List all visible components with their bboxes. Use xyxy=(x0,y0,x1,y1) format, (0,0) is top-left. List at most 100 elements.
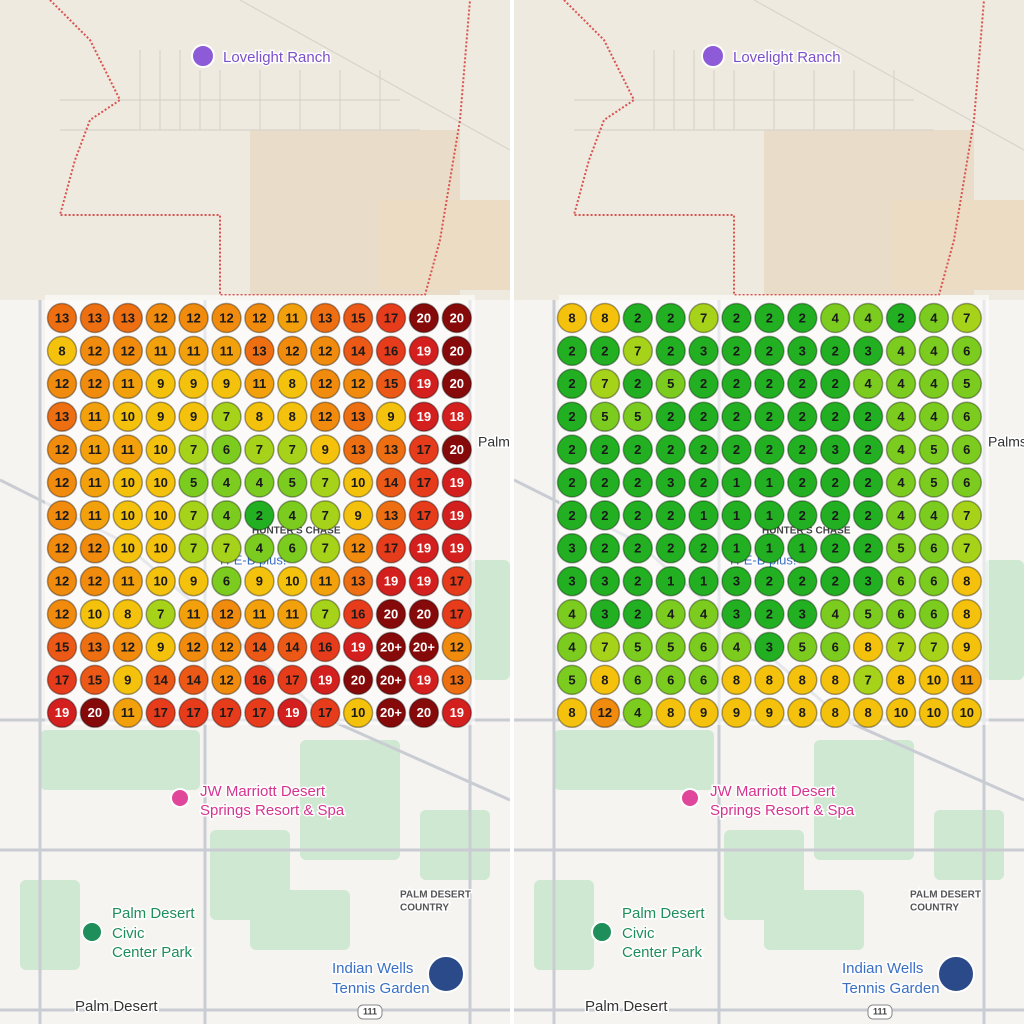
rank-marker xyxy=(787,335,818,367)
rank-marker xyxy=(342,302,374,334)
rank-marker xyxy=(46,598,78,630)
rank-marker xyxy=(244,697,275,729)
rank-label: 3 xyxy=(700,343,707,358)
rank-marker xyxy=(145,467,176,498)
rank-marker xyxy=(178,664,209,696)
rank-marker xyxy=(589,533,621,564)
rank-marker xyxy=(441,434,473,465)
rank-label: 2 xyxy=(568,343,575,358)
rank-label: 13 xyxy=(450,672,464,687)
rank-label: 14 xyxy=(153,672,168,687)
route-shield xyxy=(867,1004,893,1020)
rank-marker xyxy=(819,500,851,531)
rank-marker xyxy=(885,697,917,729)
rank-label: 8 xyxy=(568,310,575,325)
rank-label: 16 xyxy=(318,639,332,654)
rank-marker xyxy=(145,401,176,432)
rank-marker xyxy=(754,302,785,334)
rank-label: 2 xyxy=(897,310,904,325)
rank-label: 17 xyxy=(417,442,431,457)
rank-marker xyxy=(309,565,341,597)
rank-label: 13 xyxy=(318,310,332,325)
rank-marker xyxy=(178,467,209,498)
rank-label: 3 xyxy=(568,541,575,556)
rank-label: 8 xyxy=(963,574,970,589)
rank-marker xyxy=(819,368,851,400)
rank-marker xyxy=(589,401,621,432)
rank-marker xyxy=(951,631,983,663)
rank-marker xyxy=(721,697,752,729)
rank-marker xyxy=(441,401,473,432)
map-label: Palms xyxy=(478,434,517,450)
rank-label: 6 xyxy=(930,607,937,622)
rank-label: 9 xyxy=(190,409,197,424)
rank-label: 19 xyxy=(285,705,299,720)
rank-marker xyxy=(721,401,752,432)
rank-label: 9 xyxy=(700,705,707,720)
rank-marker xyxy=(787,500,818,531)
rank-marker xyxy=(721,565,752,597)
rank-label: 2 xyxy=(766,607,773,622)
rank-label: 2 xyxy=(568,508,575,523)
rank-label: 5 xyxy=(601,409,608,424)
rank-marker xyxy=(145,697,176,729)
rank-label: 2 xyxy=(634,541,641,556)
rank-label: 10 xyxy=(153,508,167,523)
rank-marker xyxy=(951,565,983,597)
rank-label: 17 xyxy=(285,672,299,687)
rank-marker xyxy=(277,335,308,367)
rank-label: 19 xyxy=(417,672,431,687)
rank-marker xyxy=(852,533,884,564)
rank-marker xyxy=(211,598,242,630)
rank-marker xyxy=(79,401,111,432)
rank-marker xyxy=(852,631,884,663)
rank-marker xyxy=(375,697,407,729)
rank-marker xyxy=(655,598,686,630)
rank-marker xyxy=(342,697,374,729)
rank-marker xyxy=(375,533,407,564)
rank-label: 2 xyxy=(634,442,641,457)
rank-marker xyxy=(819,598,851,630)
rank-label: 8 xyxy=(58,343,65,358)
rank-label: 19 xyxy=(450,508,464,523)
rank-marker xyxy=(342,533,374,564)
rank-marker xyxy=(375,467,407,498)
rank-marker xyxy=(277,302,308,334)
rank-label: 4 xyxy=(930,376,938,391)
rank-label: 7 xyxy=(289,442,296,457)
rank-marker xyxy=(309,434,341,465)
rank-label: 6 xyxy=(223,442,230,457)
rank-label: 2 xyxy=(634,508,641,523)
rank-label: 19 xyxy=(384,574,398,589)
rank-label: 4 xyxy=(897,409,905,424)
rank-marker xyxy=(441,467,473,498)
rank-label: 12 xyxy=(450,639,464,654)
rank-marker xyxy=(178,434,209,465)
rank-label: 2 xyxy=(700,409,707,424)
rank-marker xyxy=(145,664,176,696)
rank-marker xyxy=(787,565,818,597)
place-icon xyxy=(191,44,215,68)
map-label: Tennis Garden xyxy=(332,980,430,997)
rank-label: 3 xyxy=(864,343,871,358)
rank-marker xyxy=(277,697,308,729)
rank-label: 8 xyxy=(124,607,131,622)
rank-label: 10 xyxy=(285,574,299,589)
rank-marker xyxy=(787,434,818,465)
rank-label: 2 xyxy=(799,574,806,589)
rank-marker xyxy=(441,302,473,334)
rank-marker xyxy=(211,500,242,531)
rank-marker xyxy=(244,467,275,498)
rank-label: 9 xyxy=(354,508,361,523)
rank-label: 10 xyxy=(927,705,941,720)
rank-marker xyxy=(622,467,654,498)
rank-marker xyxy=(655,631,686,663)
rank-label: 11 xyxy=(88,508,102,523)
rank-label: 11 xyxy=(285,607,299,622)
rank-marker xyxy=(819,565,851,597)
rank-label: 8 xyxy=(832,672,839,687)
rank-marker xyxy=(852,565,884,597)
rank-marker xyxy=(244,664,275,696)
rank-marker xyxy=(622,401,654,432)
rank-marker xyxy=(951,664,983,696)
